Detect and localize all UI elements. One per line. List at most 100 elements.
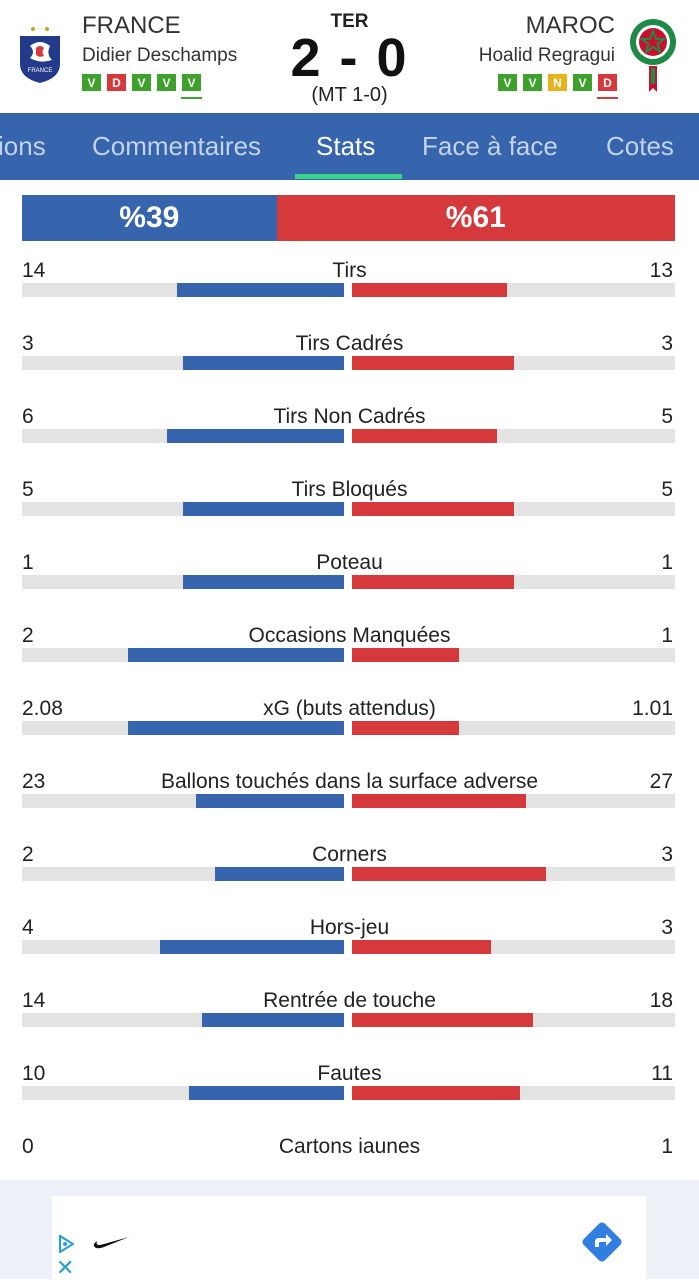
stat-home-bar [128, 648, 344, 662]
close-icon[interactable]: ✕ [56, 1255, 75, 1280]
possession-bar: %39 %61 [22, 195, 675, 241]
possession-away: %61 [276, 195, 675, 241]
stat-row: 6 Tirs Non Cadrés 5 [0, 405, 699, 478]
tab-face-a-face[interactable]: Face à face [422, 131, 558, 161]
possession-home: %39 [22, 195, 277, 241]
stat-label: Tirs Bloqués [291, 478, 408, 501]
stat-label: Fautes [317, 1062, 382, 1085]
forward-arrow-icon[interactable] [576, 1216, 628, 1268]
stat-row: 3 Tirs Cadrés 3 [0, 332, 699, 405]
stat-home-value: 2.08 [22, 697, 63, 720]
home-form-badge-5: V [181, 74, 202, 99]
stat-away-value: 1 [661, 1135, 673, 1158]
stat-away-track [352, 502, 675, 516]
stat-away-value: 5 [661, 478, 673, 501]
stat-away-value: 13 [649, 259, 673, 282]
stat-label: Ballons touchés dans la surface adverse [160, 770, 539, 793]
stat-home-track [22, 648, 344, 662]
stat-label: Cartons iaunes [278, 1135, 421, 1158]
stat-row: 2 Corners 3 [0, 843, 699, 916]
stat-home-track [22, 356, 344, 370]
stat-home-track [22, 429, 344, 443]
stat-home-track [22, 940, 344, 954]
stat-label: Occasions Manquées [248, 624, 451, 647]
match-status: TER [330, 11, 369, 32]
stat-away-track [352, 1013, 675, 1027]
stat-label: Tirs [332, 259, 367, 282]
stat-row: 5 Tirs Bloqués 5 [0, 478, 699, 551]
stat-home-track [22, 794, 344, 808]
adchoices-icon[interactable] [56, 1234, 76, 1254]
stat-home-value: 14 [22, 259, 46, 282]
stat-away-value: 3 [661, 843, 673, 866]
stat-away-bar [352, 867, 546, 881]
stat-away-bar [352, 794, 527, 808]
stat-home-bar [189, 1086, 344, 1100]
svg-text:FRANCE: FRANCE [28, 68, 53, 74]
stat-home-track [22, 575, 344, 589]
stat-row: 14 Rentrée de touche 18 [0, 989, 699, 1062]
stat-home-bar [128, 721, 344, 735]
stat-home-value: 2 [22, 624, 34, 647]
away-form-badge-3: N [548, 74, 567, 91]
stat-away-value: 27 [649, 770, 673, 793]
stat-away-track [352, 283, 675, 297]
tab-compositions[interactable]: ions [0, 131, 46, 161]
stat-away-value: 3 [661, 332, 673, 355]
stat-row: 4 Hors-jeu 3 [0, 916, 699, 989]
stat-away-bar [352, 648, 459, 662]
active-tab-indicator [295, 174, 402, 179]
stat-away-bar [352, 1013, 533, 1027]
stat-label: Tirs Non Cadrés [273, 405, 426, 428]
away-coach-name: Hoalid Regragui [478, 45, 615, 66]
stat-away-value: 11 [651, 1062, 673, 1085]
tab-cotes[interactable]: Cotes [606, 131, 674, 161]
stat-home-track [22, 1013, 344, 1027]
stat-row: 0 Cartons iaunes 1 [0, 1135, 699, 1208]
home-team-name[interactable]: FRANCE [82, 12, 181, 39]
stat-away-value: 1 [661, 551, 673, 574]
stat-away-bar [352, 1086, 520, 1100]
stat-away-bar [352, 721, 459, 735]
stat-home-track [22, 502, 344, 516]
nike-swoosh-icon [93, 1237, 129, 1249]
stat-away-track [352, 940, 675, 954]
stat-home-value: 1 [22, 551, 34, 574]
stat-away-bar [352, 575, 514, 589]
stat-away-bar [352, 429, 498, 443]
tab-commentaires[interactable]: Commentaires [92, 131, 262, 161]
stat-home-track [22, 283, 344, 297]
home-form-badge-3: V [132, 74, 151, 91]
stat-home-value: 2 [22, 843, 34, 866]
stat-away-track [352, 429, 675, 443]
france-crest-icon[interactable]: FRANCE [16, 24, 64, 84]
home-form: V D V V V [82, 74, 202, 99]
stat-away-value: 5 [661, 405, 673, 428]
tab-stats[interactable]: Stats [316, 131, 376, 161]
match-header: FRANCE FRANCE Didier Deschamps V D V V V… [0, 0, 699, 113]
stat-row: 2.08 xG (buts attendus) 1.01 [0, 697, 699, 770]
stat-label: Hors-jeu [309, 916, 390, 939]
stat-away-track [352, 1086, 675, 1100]
home-coach-name: Didier Deschamps [82, 45, 238, 66]
stat-home-bar [195, 794, 344, 808]
stat-home-value: 23 [22, 770, 46, 793]
stat-home-value: 3 [22, 332, 34, 355]
stat-home-bar [183, 575, 344, 589]
away-team-name[interactable]: MAROC [525, 12, 615, 39]
stat-home-bar [160, 940, 344, 954]
match-score: 2 - 0 [290, 28, 409, 88]
stat-home-bar [215, 867, 344, 881]
morocco-crest-icon[interactable] [628, 18, 678, 94]
stat-home-track [22, 721, 344, 735]
stat-home-value: 6 [22, 405, 34, 428]
home-form-badge-2: D [107, 74, 126, 91]
stat-home-value: 14 [22, 989, 46, 1012]
stat-away-bar [352, 940, 491, 954]
ad-card[interactable] [52, 1196, 646, 1286]
away-form-badge-1: V [498, 74, 517, 91]
stat-home-bar [183, 356, 344, 370]
stat-away-track [352, 721, 675, 735]
stat-home-bar [176, 283, 344, 297]
stat-home-track [22, 867, 344, 881]
